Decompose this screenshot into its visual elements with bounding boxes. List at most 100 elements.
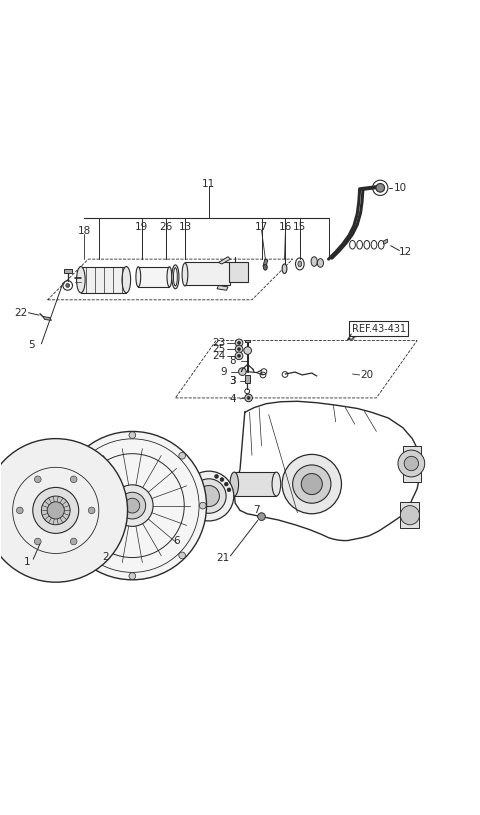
Text: 4: 4 <box>229 394 236 404</box>
Polygon shape <box>218 257 230 264</box>
Circle shape <box>245 394 252 402</box>
Circle shape <box>179 452 185 459</box>
Text: 11: 11 <box>202 178 216 188</box>
Circle shape <box>224 482 228 486</box>
Text: 22: 22 <box>14 308 27 318</box>
Circle shape <box>398 450 425 477</box>
Ellipse shape <box>173 268 177 286</box>
Polygon shape <box>384 239 387 244</box>
Circle shape <box>238 341 240 344</box>
Circle shape <box>35 538 41 545</box>
Wedge shape <box>34 441 53 459</box>
Circle shape <box>235 352 243 359</box>
Text: 5: 5 <box>28 341 35 350</box>
Bar <box>81 267 126 293</box>
Circle shape <box>59 502 65 509</box>
Bar <box>403 446 421 482</box>
Circle shape <box>247 396 250 399</box>
Text: REF.43-431: REF.43-431 <box>352 324 406 333</box>
Circle shape <box>129 432 136 438</box>
Circle shape <box>238 355 240 357</box>
Wedge shape <box>96 465 119 487</box>
Polygon shape <box>43 316 51 320</box>
Wedge shape <box>79 551 101 573</box>
Wedge shape <box>0 464 16 486</box>
Circle shape <box>184 471 234 521</box>
Text: 8: 8 <box>229 355 236 366</box>
Wedge shape <box>0 534 15 556</box>
Wedge shape <box>33 562 51 579</box>
Circle shape <box>235 339 243 346</box>
Circle shape <box>71 538 77 545</box>
Text: 25: 25 <box>212 344 225 354</box>
Text: 17: 17 <box>255 222 268 232</box>
Circle shape <box>301 474 323 495</box>
Ellipse shape <box>122 267 131 293</box>
Ellipse shape <box>172 265 179 289</box>
Circle shape <box>16 507 23 513</box>
Text: 6: 6 <box>173 535 180 545</box>
Ellipse shape <box>317 258 324 267</box>
Circle shape <box>220 478 224 482</box>
Circle shape <box>79 452 86 459</box>
Ellipse shape <box>167 267 172 287</box>
Wedge shape <box>80 448 102 470</box>
Circle shape <box>235 346 243 353</box>
Circle shape <box>282 455 341 513</box>
Circle shape <box>238 348 240 350</box>
Circle shape <box>227 488 231 491</box>
Circle shape <box>199 502 206 509</box>
Ellipse shape <box>298 261 302 267</box>
Circle shape <box>179 552 185 559</box>
Ellipse shape <box>264 264 267 270</box>
Circle shape <box>293 465 331 503</box>
Wedge shape <box>9 550 31 572</box>
Wedge shape <box>0 487 5 506</box>
Text: 15: 15 <box>293 222 306 232</box>
Circle shape <box>35 476 41 482</box>
Bar <box>185 262 230 285</box>
Circle shape <box>400 505 420 525</box>
Text: 23: 23 <box>212 338 225 348</box>
Wedge shape <box>107 514 125 534</box>
Bar <box>138 267 169 287</box>
Circle shape <box>376 183 384 192</box>
Text: 10: 10 <box>394 183 407 193</box>
Circle shape <box>111 485 153 526</box>
Circle shape <box>88 507 95 513</box>
Circle shape <box>125 498 140 513</box>
Ellipse shape <box>282 264 287 274</box>
Ellipse shape <box>76 267 85 293</box>
Bar <box>400 502 420 528</box>
Text: 1: 1 <box>24 557 30 566</box>
Ellipse shape <box>230 472 239 496</box>
Text: 13: 13 <box>179 222 192 232</box>
Ellipse shape <box>136 267 141 287</box>
Bar <box>245 376 250 382</box>
Wedge shape <box>107 489 125 508</box>
Circle shape <box>404 456 419 471</box>
Circle shape <box>0 438 128 582</box>
Bar <box>229 262 248 282</box>
Wedge shape <box>0 513 4 532</box>
Text: 19: 19 <box>135 222 148 232</box>
Circle shape <box>71 476 77 482</box>
Circle shape <box>41 496 70 525</box>
Circle shape <box>244 346 252 355</box>
Text: 16: 16 <box>279 222 292 232</box>
Ellipse shape <box>182 263 188 286</box>
Circle shape <box>129 573 136 579</box>
Bar <box>64 269 72 272</box>
Circle shape <box>58 431 206 579</box>
Circle shape <box>47 502 64 519</box>
Text: 3: 3 <box>229 376 236 385</box>
Circle shape <box>239 368 246 376</box>
Text: 12: 12 <box>398 247 412 257</box>
Text: 7: 7 <box>253 505 260 515</box>
Bar <box>245 340 250 342</box>
Polygon shape <box>217 285 228 290</box>
Polygon shape <box>263 259 268 267</box>
Wedge shape <box>96 535 118 557</box>
Circle shape <box>66 284 70 288</box>
Text: 3: 3 <box>229 376 236 385</box>
